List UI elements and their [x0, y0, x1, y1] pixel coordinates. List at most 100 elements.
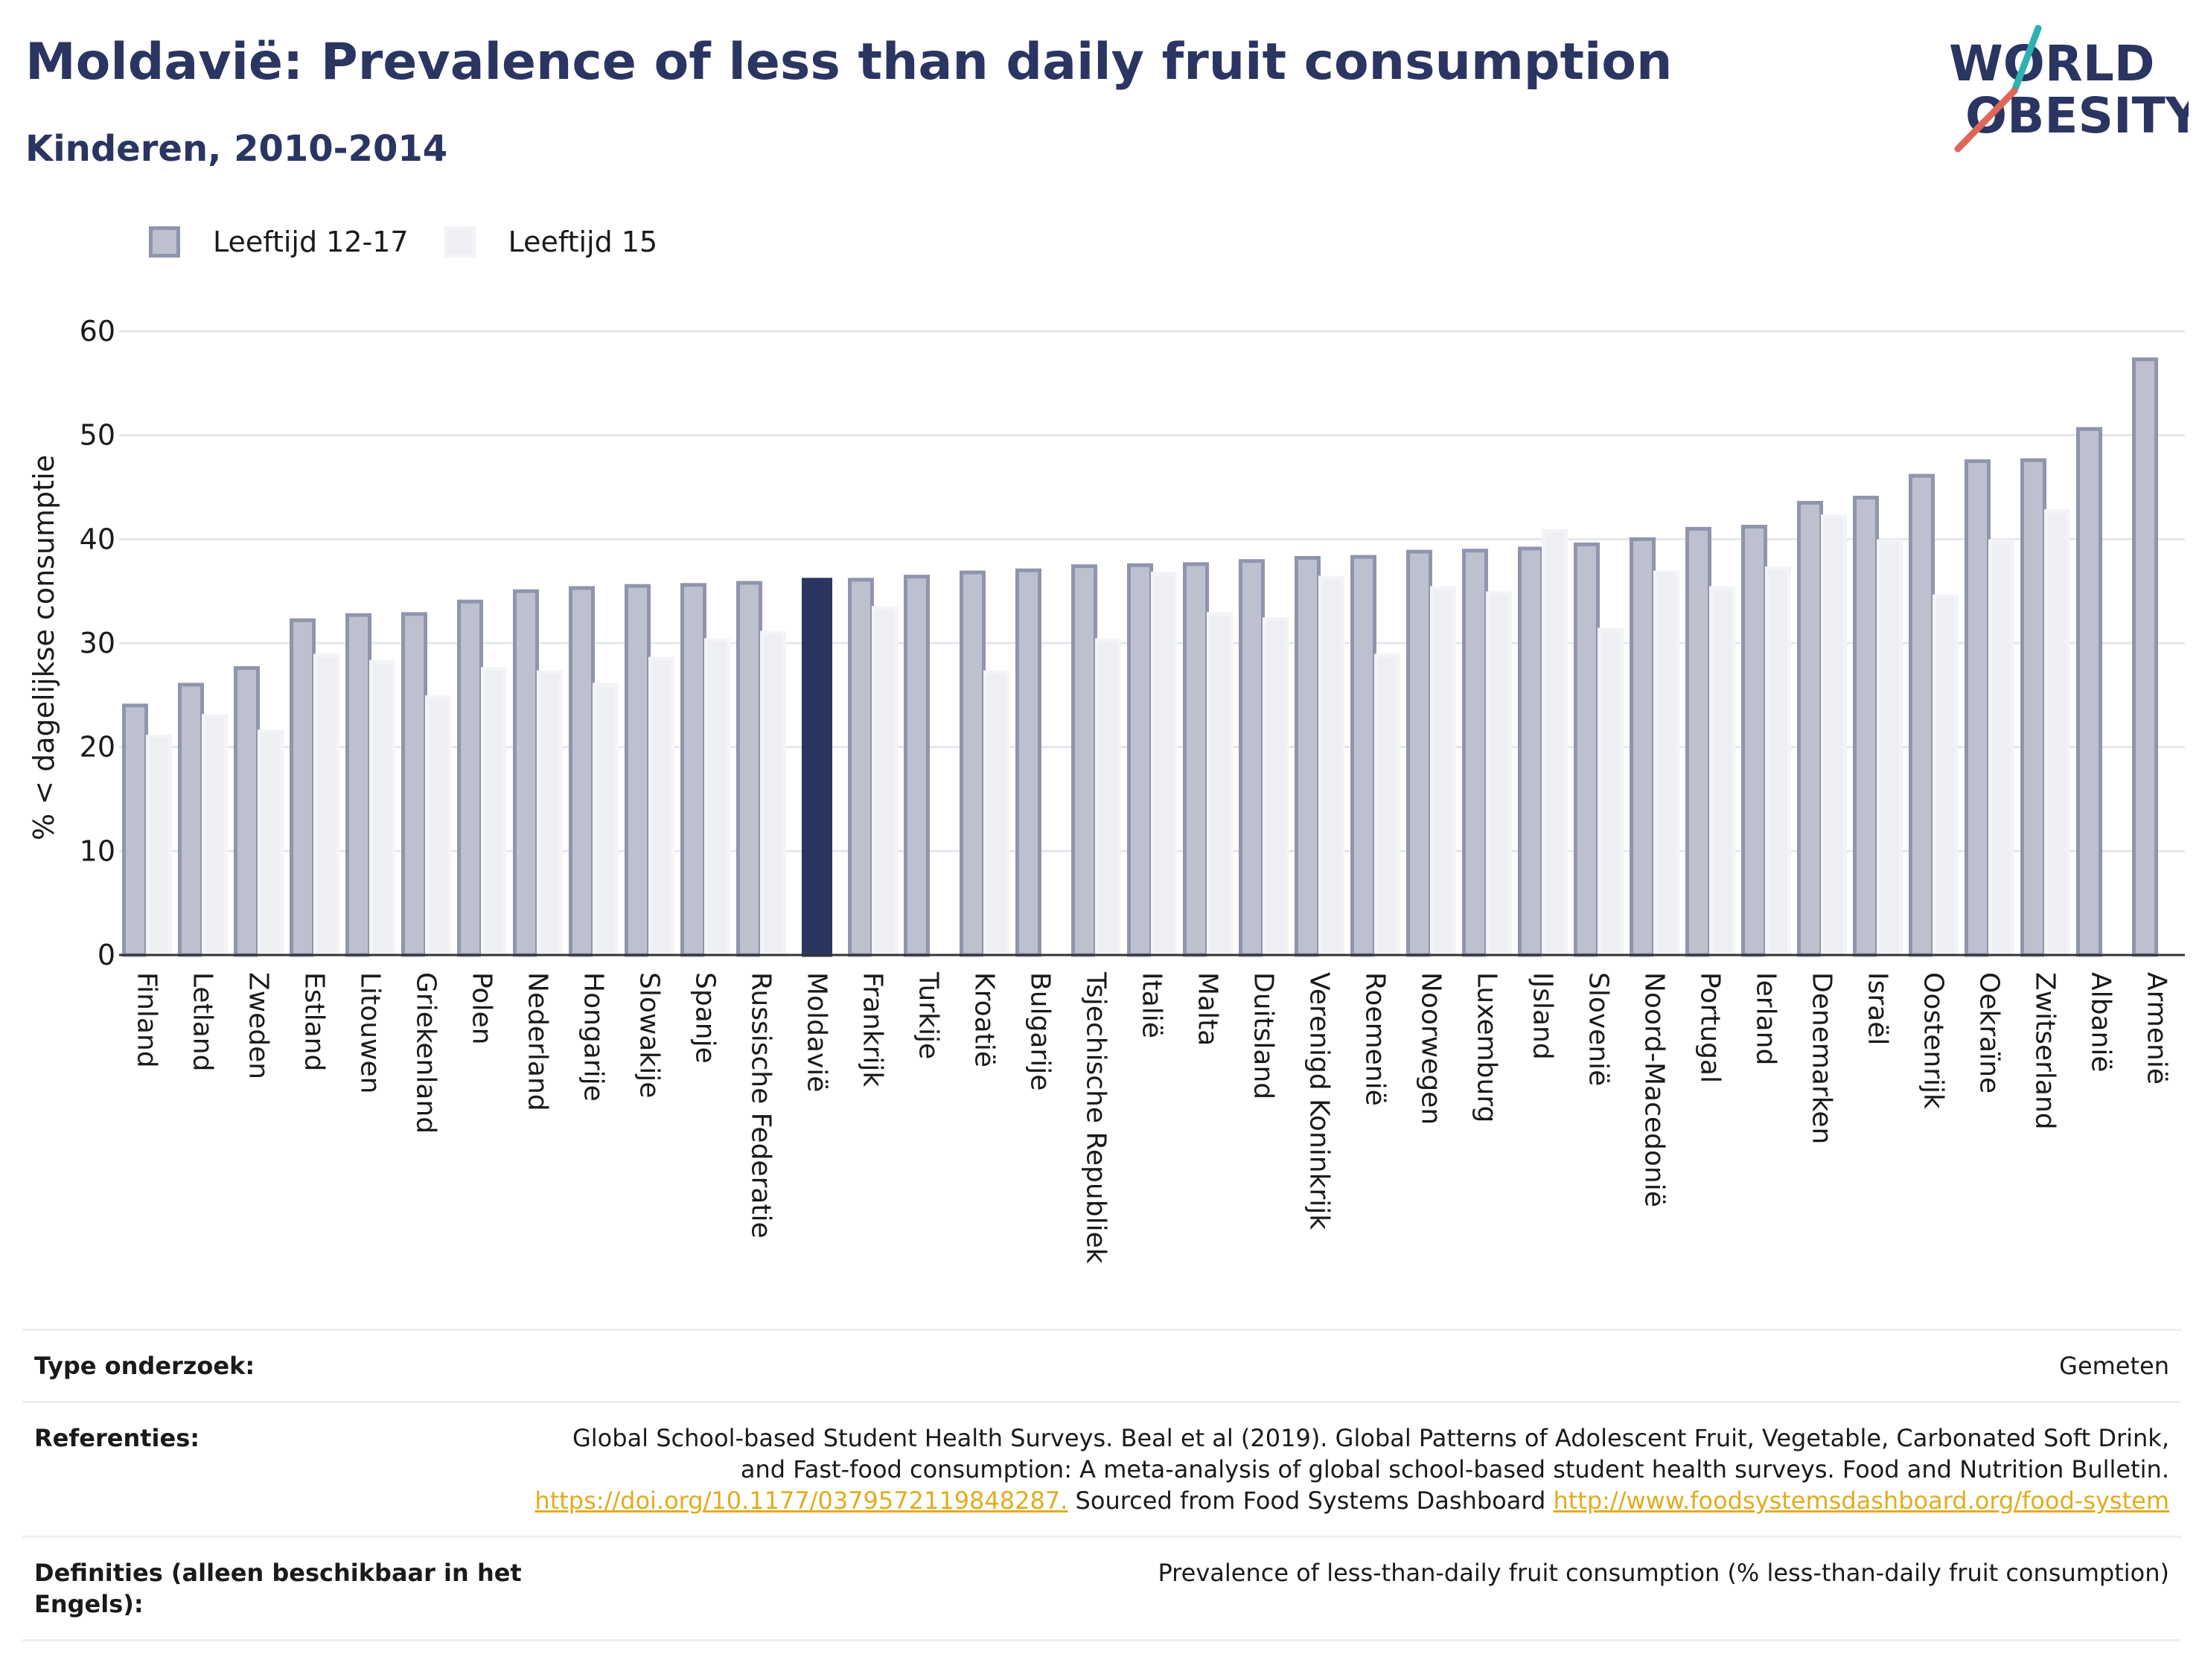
bar-series-1-30[interactable] — [1797, 500, 1823, 957]
x-tick-label: Turkije — [913, 971, 944, 1059]
x-tick-label: Litouwen — [355, 972, 386, 1093]
bar-series-1-10[interactable] — [680, 583, 706, 957]
bar-series-2-27[interactable] — [1653, 570, 1679, 957]
info-value-references: Global School-based Student Health Surve… — [532, 1422, 2169, 1516]
legend-swatch-series-2 — [444, 226, 476, 258]
bar-series-1-32[interactable] — [1909, 473, 1935, 957]
bar-series-2-11[interactable] — [760, 630, 786, 957]
bar-series-1-11[interactable] — [736, 581, 762, 957]
bar-series-2-3[interactable] — [313, 654, 339, 957]
bar-series-1-24[interactable] — [1462, 549, 1488, 957]
bar-series-2-24[interactable] — [1486, 591, 1512, 957]
page-title: Moldavië: Prevalence of less than daily … — [25, 33, 1673, 92]
bar-series-1-35[interactable] — [2076, 427, 2102, 957]
bar-series-1-16[interactable] — [1015, 568, 1041, 957]
chart-legend: Leeftijd 12-17 Leeftijd 15 — [149, 220, 693, 264]
info-key-study-type: Type onderzoek: — [34, 1352, 255, 1380]
bar-series-1-17[interactable] — [1071, 564, 1097, 957]
x-tick-label: Luxemburg — [1472, 972, 1502, 1122]
bar-series-1-18[interactable] — [1127, 563, 1153, 957]
bar-series-2-5[interactable] — [425, 695, 451, 957]
bar-series-2-20[interactable] — [1263, 617, 1289, 957]
logo-text-obesity: OBESITY — [1965, 87, 2189, 144]
bar-series-1-23[interactable] — [1406, 549, 1432, 957]
legend-label-series-2: Leeftijd 15 — [508, 226, 658, 258]
bar-series-2-34[interactable] — [2044, 509, 2070, 957]
x-tick-label: IJsland — [1528, 972, 1558, 1060]
bar-series-1-33[interactable] — [1965, 459, 1991, 957]
bar-series-1-9[interactable] — [625, 584, 651, 957]
bar-series-2-30[interactable] — [1821, 514, 1847, 957]
bar-series-2-0[interactable] — [146, 735, 172, 957]
bar-series-1-12[interactable] — [802, 578, 832, 957]
food-systems-dashboard-link[interactable]: http://www.foodsystemsdashboard.org/food… — [1553, 1486, 2169, 1515]
bars — [122, 357, 2158, 957]
bar-series-2-23[interactable] — [1430, 586, 1456, 957]
bar-series-2-8[interactable] — [593, 683, 619, 957]
bar-series-1-2[interactable] — [234, 666, 260, 957]
bar-series-2-10[interactable] — [704, 638, 730, 957]
bar-series-2-4[interactable] — [369, 659, 395, 957]
bar-series-2-6[interactable] — [481, 667, 507, 957]
bar-series-1-1[interactable] — [178, 683, 204, 957]
bar-series-1-20[interactable] — [1239, 559, 1265, 957]
bar-series-2-1[interactable] — [202, 714, 228, 957]
bar-series-1-29[interactable] — [1741, 525, 1767, 957]
info-row-definitions: Definities (alleen beschikbaar in het En… — [22, 1536, 2181, 1641]
bar-series-1-21[interactable] — [1295, 555, 1321, 957]
bar-series-1-5[interactable] — [401, 612, 427, 957]
bar-series-1-34[interactable] — [2020, 458, 2046, 957]
bar-series-2-32[interactable] — [1933, 594, 1959, 957]
bar-series-2-18[interactable] — [1151, 571, 1177, 957]
bar-series-2-28[interactable] — [1709, 586, 1735, 957]
bar-series-2-7[interactable] — [537, 670, 563, 957]
bar-series-2-21[interactable] — [1318, 575, 1344, 957]
bar-series-1-26[interactable] — [1574, 542, 1600, 957]
legend-item-series-2[interactable]: Leeftijd 15 — [444, 226, 658, 258]
x-tick-label: Nederland — [523, 972, 553, 1111]
x-tick-label: Moldavië — [802, 972, 832, 1092]
bar-series-1-13[interactable] — [848, 578, 874, 957]
y-tick-label: 60 — [80, 315, 115, 348]
bar-series-1-27[interactable] — [1630, 537, 1656, 957]
bar-series-2-26[interactable] — [1598, 627, 1624, 957]
bar-series-1-6[interactable] — [457, 599, 483, 957]
bar-series-1-7[interactable] — [513, 589, 539, 957]
bar-series-1-22[interactable] — [1350, 555, 1376, 957]
bar-chart: 0 10 20 30 40 50 60 Finland Letland Zweden Estland… — [28, 315, 2185, 1264]
bar-series-1-19[interactable] — [1183, 562, 1209, 957]
bar-series-2-17[interactable] — [1095, 638, 1121, 957]
logo-slash-teal — [2011, 25, 2042, 95]
bar-series-2-15[interactable] — [983, 670, 1009, 957]
bar-series-1-36[interactable] — [2132, 357, 2158, 957]
bar-series-2-9[interactable] — [648, 657, 674, 957]
bar-series-1-3[interactable] — [290, 618, 316, 957]
bar-series-1-0[interactable] — [122, 703, 148, 957]
logo-slash-red — [1954, 87, 2018, 153]
bar-series-1-28[interactable] — [1685, 526, 1711, 957]
x-tick-label: Zwitserland — [2030, 972, 2061, 1130]
bar-series-2-19[interactable] — [1207, 612, 1233, 957]
bar-series-1-14[interactable] — [904, 575, 930, 957]
bar-series-1-4[interactable] — [345, 613, 371, 957]
bar-series-2-2[interactable] — [258, 729, 284, 957]
bar-series-2-22[interactable] — [1374, 654, 1400, 957]
bar-series-2-33[interactable] — [1988, 539, 2014, 957]
x-tick-label: Zweden — [243, 972, 274, 1079]
y-tick-label: 0 — [98, 939, 115, 971]
bar-series-2-25[interactable] — [1542, 528, 1568, 957]
bar-series-1-31[interactable] — [1853, 495, 1879, 957]
legend-swatch-series-1 — [149, 226, 180, 258]
doi-link[interactable]: https://doi.org/10.1177/0379572119848287… — [534, 1486, 1068, 1515]
y-axis-label: % < dagelijkse consumptie — [28, 455, 60, 840]
x-tick-label: Bulgarije — [1025, 972, 1056, 1090]
bar-series-2-13[interactable] — [872, 606, 898, 957]
bar-series-1-15[interactable] — [960, 570, 986, 957]
axes: 0 10 20 30 40 50 60 Finland Letland Zweden Estland… — [80, 315, 2185, 1264]
x-tick-label: Hongarije — [578, 972, 609, 1102]
bar-series-1-8[interactable] — [569, 586, 595, 957]
bar-series-1-25[interactable] — [1518, 546, 1544, 957]
legend-item-series-1[interactable]: Leeftijd 12-17 — [149, 226, 409, 258]
bar-series-2-29[interactable] — [1765, 566, 1791, 957]
bar-series-2-31[interactable] — [1877, 539, 1903, 957]
